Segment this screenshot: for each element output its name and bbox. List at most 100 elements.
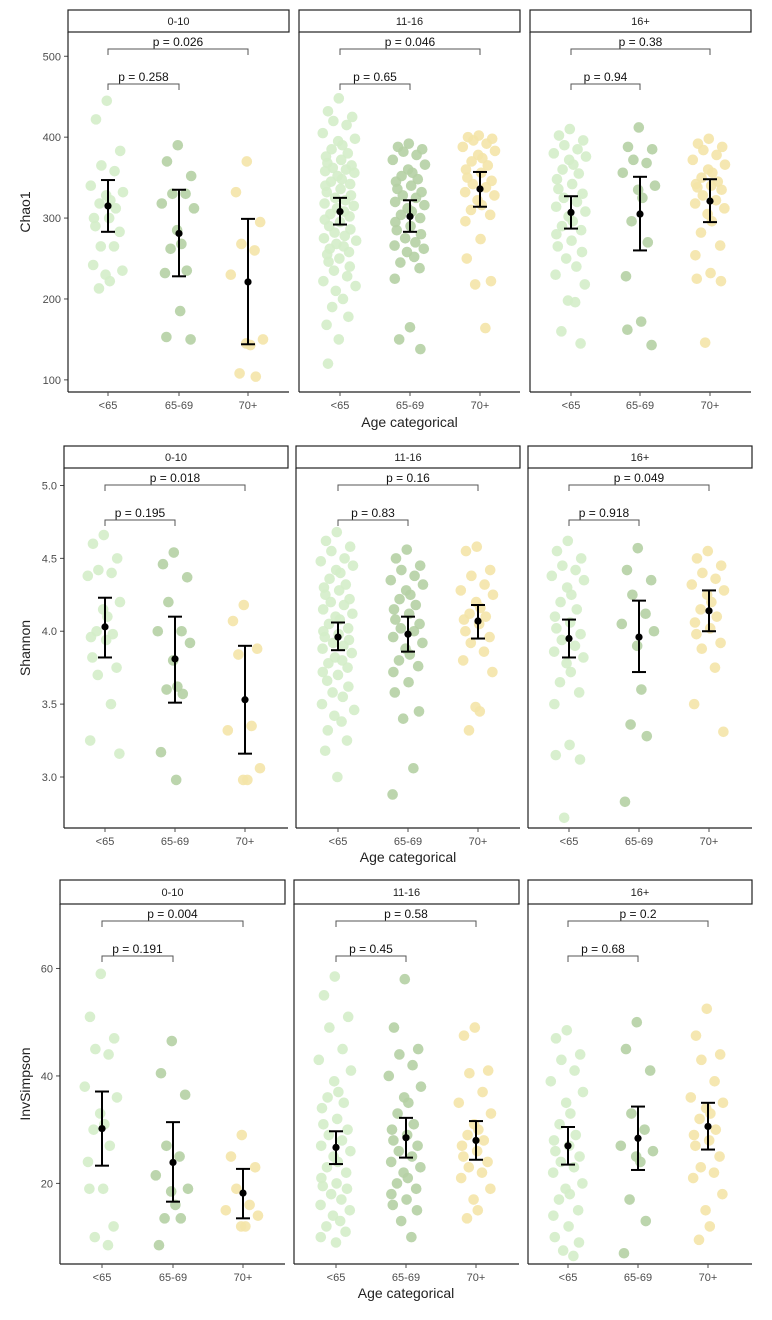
- data-point: [398, 146, 409, 158]
- data-point: [343, 311, 354, 323]
- data-point: [624, 1194, 635, 1205]
- data-point: [393, 655, 405, 666]
- mean-point: [336, 207, 344, 216]
- data-point: [569, 640, 581, 652]
- points-<65: [82, 529, 126, 759]
- error-bar-65-69: [166, 1121, 180, 1203]
- significance-bracket: p = 0.191: [101, 942, 174, 962]
- x-tick-label: 70+: [467, 1272, 486, 1284]
- mean-point: [634, 1134, 642, 1142]
- data-point: [574, 1151, 585, 1162]
- data-point: [346, 111, 358, 123]
- data-point: [410, 192, 422, 204]
- p-value-label: p = 0.046: [385, 35, 436, 49]
- data-point: [708, 1167, 720, 1178]
- data-point: [553, 1194, 565, 1205]
- data-point: [163, 596, 174, 608]
- mean-point: [636, 210, 644, 218]
- facet-strip: [293, 879, 520, 905]
- data-point: [345, 1065, 357, 1076]
- data-point: [175, 1213, 187, 1224]
- data-point: [95, 241, 107, 252]
- data-point: [339, 230, 351, 242]
- data-point: [344, 1204, 356, 1216]
- error-bar-70+: [702, 589, 716, 633]
- bracket-line: [568, 484, 710, 491]
- data-point: [580, 151, 592, 162]
- data-point: [90, 114, 102, 125]
- data-point: [102, 611, 113, 622]
- data-point: [165, 243, 176, 255]
- data-point: [238, 599, 250, 611]
- data-point: [326, 144, 337, 155]
- data-point: [414, 560, 426, 571]
- data-point: [350, 235, 362, 247]
- data-point: [342, 1124, 353, 1135]
- data-point: [718, 726, 729, 738]
- mean-point: [564, 1142, 572, 1150]
- error-bar-65-69: [168, 615, 182, 704]
- data-point: [687, 1172, 699, 1184]
- points-70+: [220, 1129, 264, 1232]
- data-point: [689, 617, 701, 628]
- error-bar-<65: [562, 618, 576, 659]
- data-point: [222, 725, 234, 736]
- data-point: [385, 1156, 397, 1168]
- data-point: [338, 599, 350, 611]
- p-value-label: p = 0.16: [386, 471, 430, 485]
- p-value-label: p = 0.45: [349, 942, 393, 956]
- data-point: [626, 216, 637, 227]
- data-point: [555, 596, 566, 608]
- data-point: [688, 698, 700, 710]
- data-point: [714, 1049, 726, 1060]
- chart-row-shannon: Shannon 3.0 3.5 4.0 4.5 5.0 Age categorical 0-1…: [17, 445, 753, 865]
- mean-point: [175, 229, 183, 238]
- data-point: [323, 1129, 335, 1141]
- data-point: [244, 1199, 255, 1211]
- data-point: [690, 249, 701, 261]
- data-point: [487, 589, 499, 601]
- significance-bracket: p = 0.026: [107, 35, 249, 55]
- data-point: [547, 1167, 559, 1178]
- data-point: [406, 1151, 418, 1162]
- bracket-line: [335, 920, 477, 927]
- error-bar-70+: [701, 1101, 715, 1151]
- error-bar-<65: [101, 179, 115, 233]
- points-70+: [457, 130, 501, 334]
- data-point: [82, 1156, 94, 1168]
- data-point: [332, 1156, 344, 1168]
- data-point: [117, 186, 129, 198]
- data-point: [485, 1183, 496, 1195]
- p-value-label: p = 0.94: [584, 70, 628, 84]
- data-point: [691, 628, 702, 640]
- data-point: [317, 643, 328, 655]
- mean-point: [472, 1136, 480, 1145]
- data-point: [690, 1030, 702, 1041]
- data-point: [333, 93, 345, 104]
- data-point: [344, 178, 356, 190]
- data-point: [335, 183, 346, 195]
- data-point: [464, 1067, 475, 1079]
- data-point: [414, 262, 425, 274]
- data-point: [461, 1213, 473, 1224]
- p-value-label: p = 0.004: [147, 907, 198, 921]
- data-point: [254, 216, 266, 228]
- points-70+: [686, 545, 730, 738]
- data-point: [159, 267, 171, 279]
- data-point: [458, 1151, 469, 1162]
- data-point: [393, 1145, 405, 1157]
- data-point: [471, 541, 483, 553]
- data-point: [551, 173, 563, 185]
- data-point: [90, 220, 101, 232]
- data-point: [172, 139, 184, 151]
- significance-bracket: p = 0.195: [104, 506, 176, 526]
- significance-bracket: p = 0.58: [335, 907, 477, 927]
- data-point: [485, 1108, 497, 1119]
- data-point: [688, 1129, 700, 1141]
- data-point: [254, 762, 266, 774]
- data-point: [335, 567, 346, 579]
- data-point: [570, 564, 581, 576]
- data-point: [616, 618, 628, 630]
- data-point: [698, 144, 709, 156]
